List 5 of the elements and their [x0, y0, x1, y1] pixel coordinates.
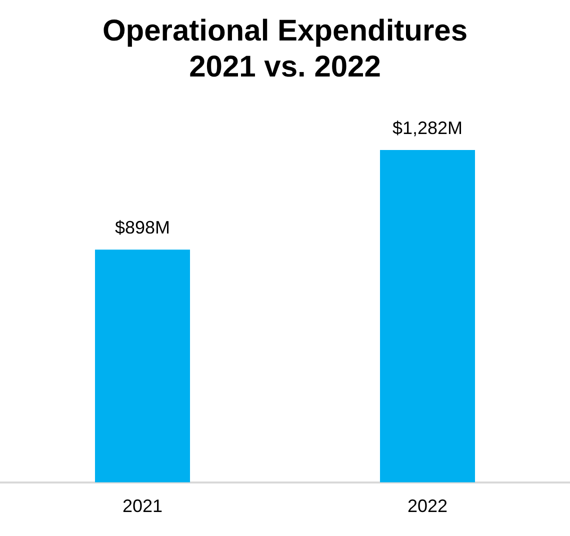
data-label: $898M: [114, 218, 170, 238]
x-tick-label: 2021: [122, 496, 163, 516]
data-label: $1,282M: [392, 118, 463, 138]
x-tick-label: 2022: [407, 496, 448, 516]
chart-title: Operational Expenditures 2021 vs. 2022: [102, 14, 468, 84]
